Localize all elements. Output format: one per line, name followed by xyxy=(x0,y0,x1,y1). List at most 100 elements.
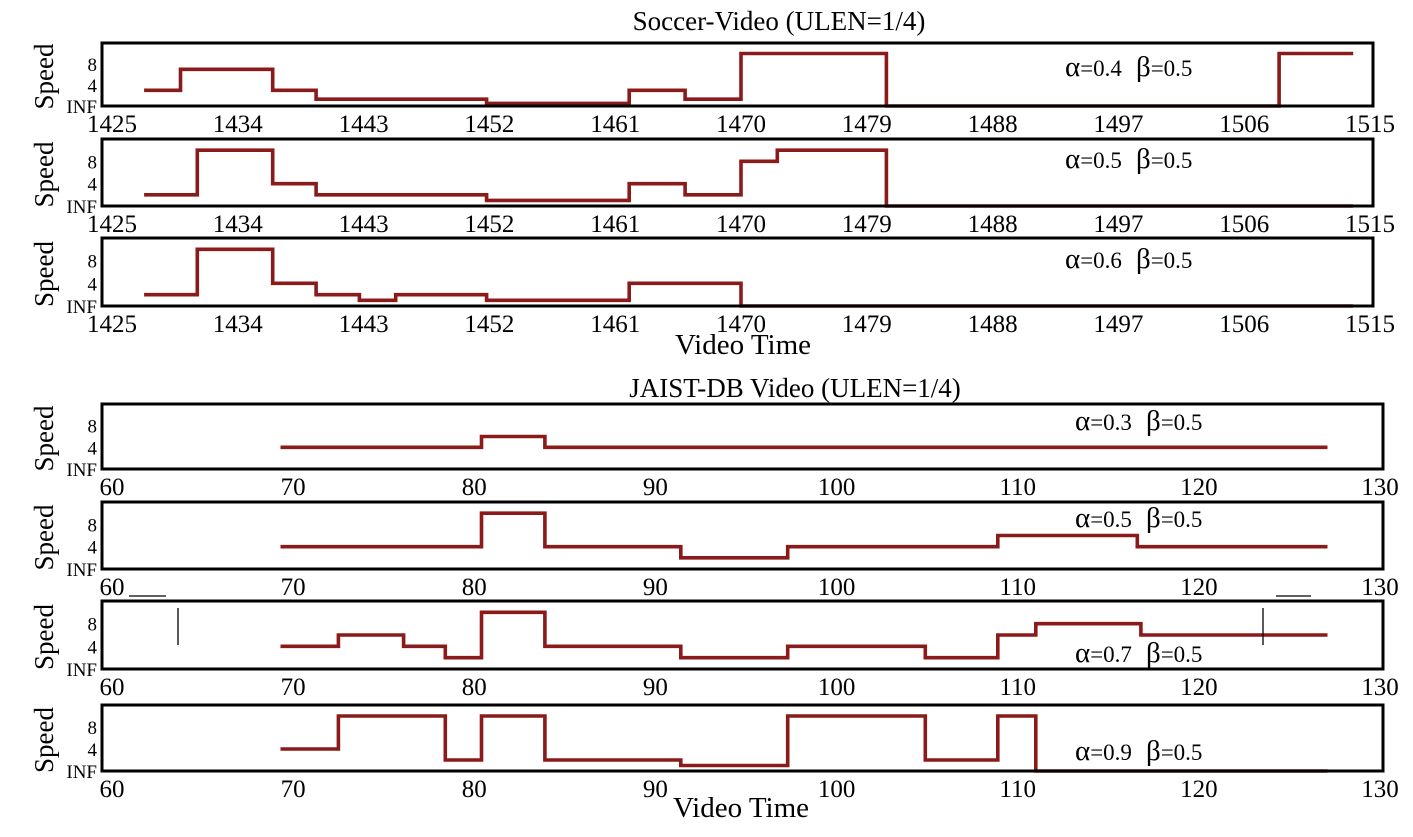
x-tick-label: 1452 xyxy=(464,211,514,238)
beta-symbol: β xyxy=(1136,51,1151,83)
parameter-annotation: α=0.6 β=0.5 xyxy=(1065,243,1192,275)
x-tick-label: 1506 xyxy=(1219,111,1269,138)
y-tick-label: 4 xyxy=(88,538,98,559)
x-tick-label: 1452 xyxy=(464,111,514,138)
x-tick-label: 110 xyxy=(999,776,1036,803)
speed-step-line xyxy=(280,511,1328,560)
y-axis-label: Speed xyxy=(29,43,59,109)
x-tick-label: 90 xyxy=(643,474,668,501)
y-tick-label: INF xyxy=(66,560,97,581)
x-tick-label: 1470 xyxy=(716,111,766,138)
x-tick-label: 1479 xyxy=(842,311,892,338)
parameter-annotation: α=0.5 β=0.5 xyxy=(1065,143,1192,175)
parameter-annotation: α=0.4 β=0.5 xyxy=(1065,51,1192,83)
beta-value: =0.5 xyxy=(1161,642,1203,667)
y-tick-label: 4 xyxy=(88,76,98,97)
y-tick-label: 8 xyxy=(88,252,98,273)
alpha-value: =0.7 xyxy=(1090,642,1132,667)
x-tick-label: 70 xyxy=(281,776,306,803)
x-tick-label: 60 xyxy=(100,674,125,701)
panel-frame xyxy=(100,402,1385,471)
y-tick-label: INF xyxy=(66,762,97,783)
y-axis-label: Speed xyxy=(29,604,59,670)
y-axis-label: Speed xyxy=(29,241,59,307)
panel-frame xyxy=(100,137,1375,208)
y-tick-label: INF xyxy=(66,97,97,118)
speed-step-line xyxy=(280,434,1328,450)
x-tick-label: 1479 xyxy=(842,111,892,138)
y-tick-label: 8 xyxy=(88,152,98,173)
panel-frame xyxy=(100,599,1385,671)
parameter-annotation: α=0.9 β=0.5 xyxy=(1075,735,1202,767)
parameter-annotation: α=0.7 β=0.5 xyxy=(1075,637,1202,669)
x-tick-label: 80 xyxy=(462,674,487,701)
x-tick-label: 110 xyxy=(999,474,1036,501)
panel-frame xyxy=(100,500,1385,571)
y-tick-label: INF xyxy=(66,460,97,481)
x-tick-label: 1461 xyxy=(590,311,640,338)
alpha-value: =0.6 xyxy=(1080,248,1122,273)
speed-step-line xyxy=(144,51,1354,108)
x-tick-label: 1515 xyxy=(1345,211,1395,238)
x-tick-label: 1434 xyxy=(213,311,264,338)
x-tick-label: 60 xyxy=(100,574,125,601)
x-tick-label: 1443 xyxy=(339,111,389,138)
x-tick-label: 100 xyxy=(818,776,856,803)
x-tick-label: 120 xyxy=(1180,574,1218,601)
x-tick-label: 1443 xyxy=(339,311,389,338)
y-tick-label: INF xyxy=(66,297,97,318)
x-tick-label: 1515 xyxy=(1345,111,1395,138)
beta-value: =0.5 xyxy=(1161,410,1203,435)
parameter-annotation: α=0.5 β=0.5 xyxy=(1075,502,1202,534)
alpha-symbol: α xyxy=(1075,405,1090,437)
x-tick-label: 70 xyxy=(281,474,306,501)
x-tick-label: 110 xyxy=(999,674,1036,701)
y-axis-label: Speed xyxy=(29,405,59,471)
x-tick-label: 1434 xyxy=(213,211,264,238)
y-tick-label: 8 xyxy=(88,55,98,76)
x-tick-label: 120 xyxy=(1180,474,1218,501)
x-tick-label: 1452 xyxy=(464,311,514,338)
x-tick-label: 70 xyxy=(281,674,306,701)
x-tick-label: 100 xyxy=(818,474,856,501)
x-tick-label: 90 xyxy=(643,776,668,803)
x-tick-label: 1497 xyxy=(1093,111,1143,138)
x-tick-label: 80 xyxy=(462,574,487,601)
x-tick-label: 120 xyxy=(1180,674,1218,701)
beta-symbol: β xyxy=(1146,405,1161,437)
speed-step-line xyxy=(280,714,1328,773)
beta-value: =0.5 xyxy=(1161,507,1203,532)
x-tick-label: 80 xyxy=(462,474,487,501)
y-axis-label: Speed xyxy=(29,504,59,570)
x-tick-label: 1515 xyxy=(1345,311,1395,338)
y-axis-label: Speed xyxy=(29,707,59,773)
x-tick-label: 130 xyxy=(1361,776,1399,803)
x-tick-label: 1425 xyxy=(87,311,137,338)
y-tick-label: INF xyxy=(66,660,97,681)
x-tick-label: 1470 xyxy=(716,211,766,238)
y-tick-label: 4 xyxy=(88,637,98,658)
jaist-figure-title: JAIST-DB Video (ULEN=1/4) xyxy=(629,373,961,403)
speed-step-line xyxy=(144,148,1354,208)
alpha-symbol: α xyxy=(1075,735,1090,767)
x-tick-label: 1488 xyxy=(968,311,1018,338)
speed-step-line xyxy=(280,610,1328,660)
x-tick-label: 90 xyxy=(643,674,668,701)
alpha-symbol: α xyxy=(1075,637,1090,669)
x-tick-label: 1506 xyxy=(1219,311,1269,338)
x-tick-label: 80 xyxy=(462,776,487,803)
y-tick-label: 4 xyxy=(88,438,98,459)
alpha-symbol: α xyxy=(1065,143,1080,175)
y-tick-label: 8 xyxy=(88,417,98,438)
beta-symbol: β xyxy=(1146,637,1161,669)
beta-value: =0.5 xyxy=(1151,248,1193,273)
beta-symbol: β xyxy=(1136,143,1151,175)
beta-symbol: β xyxy=(1136,243,1151,275)
beta-value: =0.5 xyxy=(1151,148,1193,173)
